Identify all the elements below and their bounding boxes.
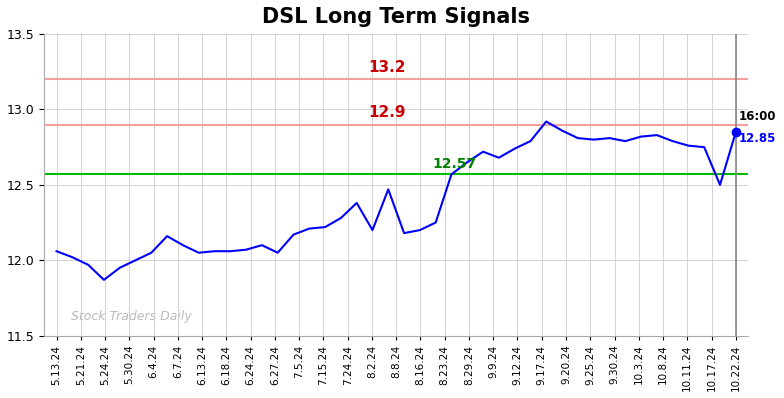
Text: 16:00: 16:00 (739, 111, 775, 123)
Text: 12.9: 12.9 (368, 105, 406, 120)
Text: 12.57: 12.57 (433, 157, 477, 171)
Text: 12.85: 12.85 (739, 132, 775, 144)
Title: DSL Long Term Signals: DSL Long Term Signals (262, 7, 530, 27)
Text: Stock Traders Daily: Stock Traders Daily (71, 310, 192, 322)
Text: 13.2: 13.2 (368, 60, 406, 75)
